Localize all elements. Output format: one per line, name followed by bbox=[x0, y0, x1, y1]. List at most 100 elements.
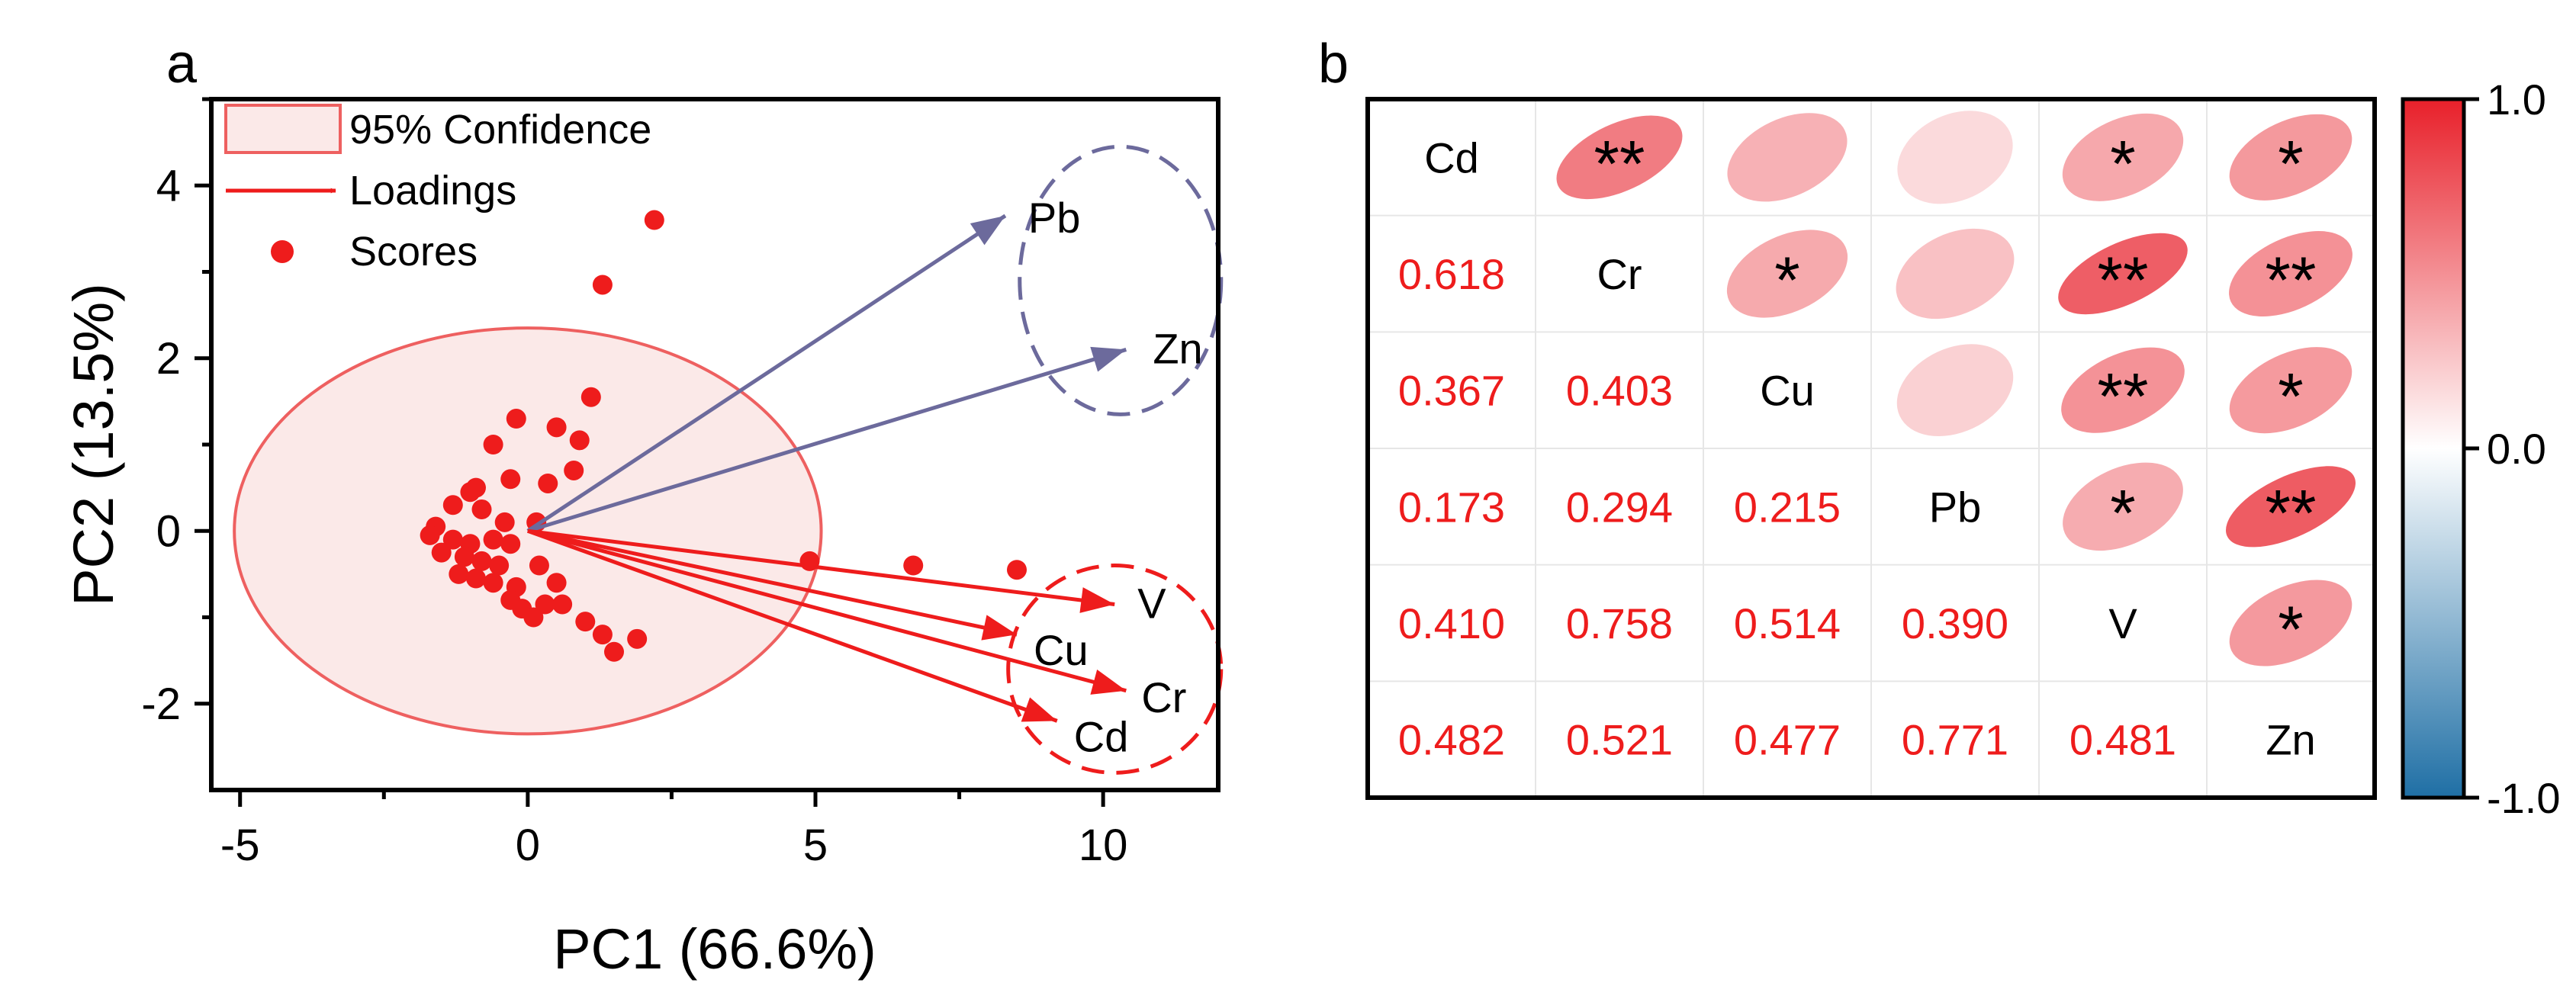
score-point bbox=[592, 625, 613, 645]
correlation-ellipse bbox=[2229, 580, 2352, 666]
significance-mark: ** bbox=[1594, 127, 1645, 201]
y-tick-label: 0 bbox=[156, 506, 181, 556]
correlation-value: 0.514 bbox=[1734, 599, 1841, 647]
diagonal-label-cd: Cd bbox=[1424, 133, 1479, 181]
score-point bbox=[471, 551, 492, 571]
correlation-value: 0.215 bbox=[1734, 483, 1841, 531]
y-tick-label: 4 bbox=[156, 161, 181, 210]
colorbar-tick-label: -1.0 bbox=[2487, 774, 2561, 822]
significance-mark: * bbox=[2278, 127, 2303, 201]
y-axis-title: PC2 (13.5%) bbox=[62, 283, 125, 606]
score-point bbox=[471, 499, 492, 519]
significance-mark: * bbox=[2278, 593, 2303, 666]
score-point bbox=[604, 641, 624, 662]
score-point bbox=[431, 542, 452, 563]
correlation-ellipse bbox=[2226, 466, 2356, 548]
correlation-value: 0.390 bbox=[1902, 599, 2008, 647]
score-point bbox=[489, 555, 510, 576]
correlation-ellipse bbox=[2229, 231, 2352, 316]
panel-a-label: a bbox=[166, 34, 198, 95]
score-point bbox=[523, 607, 544, 628]
loading-arrow-zn bbox=[527, 348, 1127, 533]
score-point bbox=[420, 525, 440, 545]
panel-b: b Cd Cr Cu Pb V Zn 0.618 0.367 0.403 0.173 0.294 0.… bbox=[1318, 34, 2561, 822]
score-point bbox=[627, 628, 648, 649]
score-point bbox=[592, 275, 613, 295]
correlation-ellipse bbox=[1556, 115, 1683, 200]
x-tick-label: 10 bbox=[1079, 821, 1128, 870]
correlation-value: 0.482 bbox=[1398, 716, 1505, 764]
score-point bbox=[546, 417, 567, 438]
score-point bbox=[569, 430, 590, 451]
legend-scores-label: Scores bbox=[349, 229, 478, 275]
cluster-ellipse-red bbox=[1006, 564, 1224, 775]
x-tick-label: -5 bbox=[220, 821, 260, 870]
diagonal-label-cu: Cu bbox=[1760, 367, 1815, 415]
colorbar-tick-label: 0.0 bbox=[2487, 425, 2546, 473]
correlation-value: 0.771 bbox=[1902, 716, 2008, 764]
score-point bbox=[442, 529, 463, 550]
x-axis-title: PC1 (66.6%) bbox=[553, 917, 876, 981]
legend-confidence-label: 95% Confidence bbox=[349, 107, 651, 153]
correlation-value: 0.173 bbox=[1398, 483, 1505, 531]
correlation-ellipse bbox=[2058, 233, 2188, 315]
diagonal-label-zn: Zn bbox=[2266, 716, 2315, 764]
correlation-value: 0.618 bbox=[1398, 250, 1505, 298]
correlation-ellipse bbox=[1726, 230, 1848, 318]
diagonal-label-pb: Pb bbox=[1929, 483, 1982, 531]
score-point bbox=[538, 473, 558, 493]
correlation-value: 0.294 bbox=[1566, 483, 1673, 531]
significance-mark: ** bbox=[2098, 361, 2149, 434]
correlation-value: 0.521 bbox=[1566, 716, 1673, 764]
score-point bbox=[564, 460, 584, 480]
score-point bbox=[460, 482, 481, 503]
correlation-ellipse bbox=[1896, 228, 2015, 320]
score-point bbox=[506, 409, 526, 429]
loading-arrowhead-cu bbox=[981, 615, 1017, 641]
legend-loadings-label: Loadings bbox=[349, 168, 516, 214]
correlation-ellipse bbox=[2063, 462, 2183, 551]
correlation-value: 0.410 bbox=[1398, 599, 1505, 647]
significance-mark: ** bbox=[2266, 477, 2317, 550]
significance-mark: * bbox=[1774, 244, 1799, 317]
loading-arrowhead-v bbox=[1079, 587, 1115, 613]
significance-mark: * bbox=[2110, 477, 2135, 550]
x-tick-label: 5 bbox=[803, 821, 828, 870]
significance-mark: ** bbox=[2098, 244, 2149, 317]
score-point bbox=[546, 573, 567, 593]
score-point bbox=[580, 387, 601, 407]
loading-label-pb: Pb bbox=[1028, 194, 1081, 242]
score-point bbox=[454, 547, 474, 567]
score-point bbox=[449, 564, 469, 584]
loading-label-cu: Cu bbox=[1034, 626, 1089, 674]
correlation-value: 0.758 bbox=[1566, 599, 1673, 647]
score-point bbox=[535, 594, 555, 615]
panel-b-label: b bbox=[1318, 34, 1349, 95]
colorbar bbox=[2401, 97, 2466, 800]
loading-label-cd: Cd bbox=[1074, 712, 1129, 760]
loading-arrowhead-cd bbox=[1021, 697, 1057, 722]
colorbar-tick-label: 1.0 bbox=[2487, 75, 2546, 124]
correlation-ellipse bbox=[1727, 113, 1848, 202]
correlation-ellipse bbox=[1897, 111, 2013, 204]
cluster-ellipse-blue bbox=[1018, 144, 1224, 416]
x-tick-label: 0 bbox=[516, 821, 540, 870]
correlation-value: 0.367 bbox=[1398, 367, 1505, 415]
significance-mark: ** bbox=[2266, 244, 2317, 317]
legend-confidence-swatch bbox=[224, 104, 342, 154]
loading-arrow-pb bbox=[526, 214, 1007, 533]
significance-mark: * bbox=[2110, 127, 2135, 201]
score-point bbox=[575, 612, 596, 632]
correlation-ellipse bbox=[2061, 347, 2185, 433]
correlation-ellipse bbox=[2229, 114, 2352, 201]
correlation-value: 0.403 bbox=[1566, 367, 1673, 415]
significance-mark: * bbox=[2278, 361, 2303, 434]
score-point bbox=[552, 594, 573, 615]
y-tick-label: -2 bbox=[141, 679, 181, 729]
matrix-frame bbox=[1365, 97, 2377, 800]
score-point bbox=[644, 210, 664, 230]
correlation-ellipse bbox=[2229, 347, 2352, 434]
correlation-value: 0.481 bbox=[2069, 716, 2176, 764]
